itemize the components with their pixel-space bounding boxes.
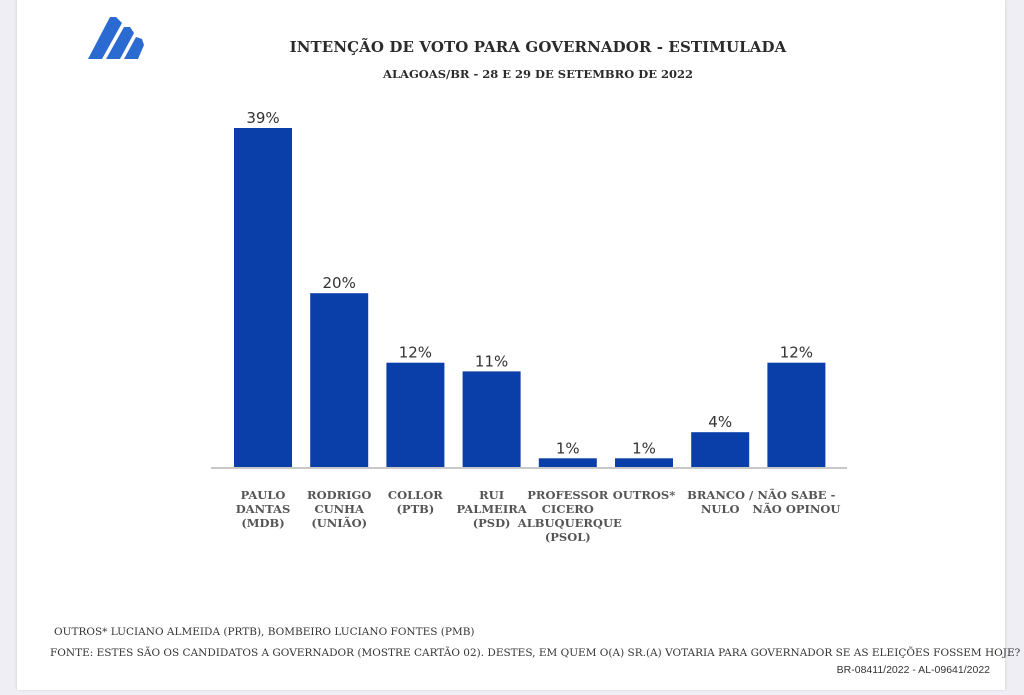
- value-label-4: 1%: [556, 439, 580, 457]
- category-label-4: PROFESSOR CICERO ALBUQUERQUE (PSOL): [517, 488, 622, 544]
- category-label-6: BRANCO / NULO: [687, 488, 754, 516]
- source-note: FONTE: ESTES SÃO OS CANDIDATOS A GOVERNA…: [50, 647, 1021, 659]
- category-label-2: COLLOR (PTB): [387, 488, 443, 516]
- registry-number: BR-08411/2022 - AL-09641/2022: [836, 664, 990, 676]
- logo-stripe-1: [88, 17, 122, 59]
- others-footnote: OUTROS* LUCIANO ALMEIDA (PRTB), BOMBEIRO…: [54, 626, 475, 638]
- value-label-5: 1%: [632, 439, 656, 457]
- bar-7: [767, 362, 826, 467]
- bar-3: [462, 371, 521, 467]
- bar-2: [386, 362, 445, 467]
- logo-stripe-3: [124, 37, 144, 59]
- category-label-1: RODRIGO CUNHA (UNIÃO): [307, 488, 372, 530]
- chart-title: INTENÇÃO DE VOTO PARA GOVERNADOR - ESTIM…: [289, 38, 787, 56]
- value-label-2: 12%: [399, 344, 432, 362]
- bar-6: [691, 432, 750, 467]
- bar-1: [310, 293, 369, 467]
- value-label-6: 4%: [708, 413, 732, 431]
- report-page: [17, 0, 1005, 690]
- chart-subtitle: ALAGOAS/BR - 28 E 29 DE SETEMBRO DE 2022: [383, 67, 693, 81]
- value-label-3: 11%: [475, 352, 508, 370]
- category-label-5: OUTROS*: [612, 488, 676, 502]
- category-label-0: PAULO DANTAS (MDB): [235, 488, 291, 530]
- value-label-0: 39%: [246, 109, 279, 127]
- value-label-7: 12%: [780, 344, 813, 362]
- bar-4: [538, 458, 597, 467]
- category-label-3: RUI PALMEIRA (PSD): [456, 488, 527, 530]
- logo-stripe-2: [106, 27, 134, 59]
- category-label-7: NÃO SABE - NÃO OPINOU: [752, 488, 841, 516]
- bar-0: [234, 128, 292, 467]
- bar-5: [615, 458, 673, 467]
- value-label-1: 20%: [323, 274, 356, 292]
- company-logo-icon: [88, 17, 144, 59]
